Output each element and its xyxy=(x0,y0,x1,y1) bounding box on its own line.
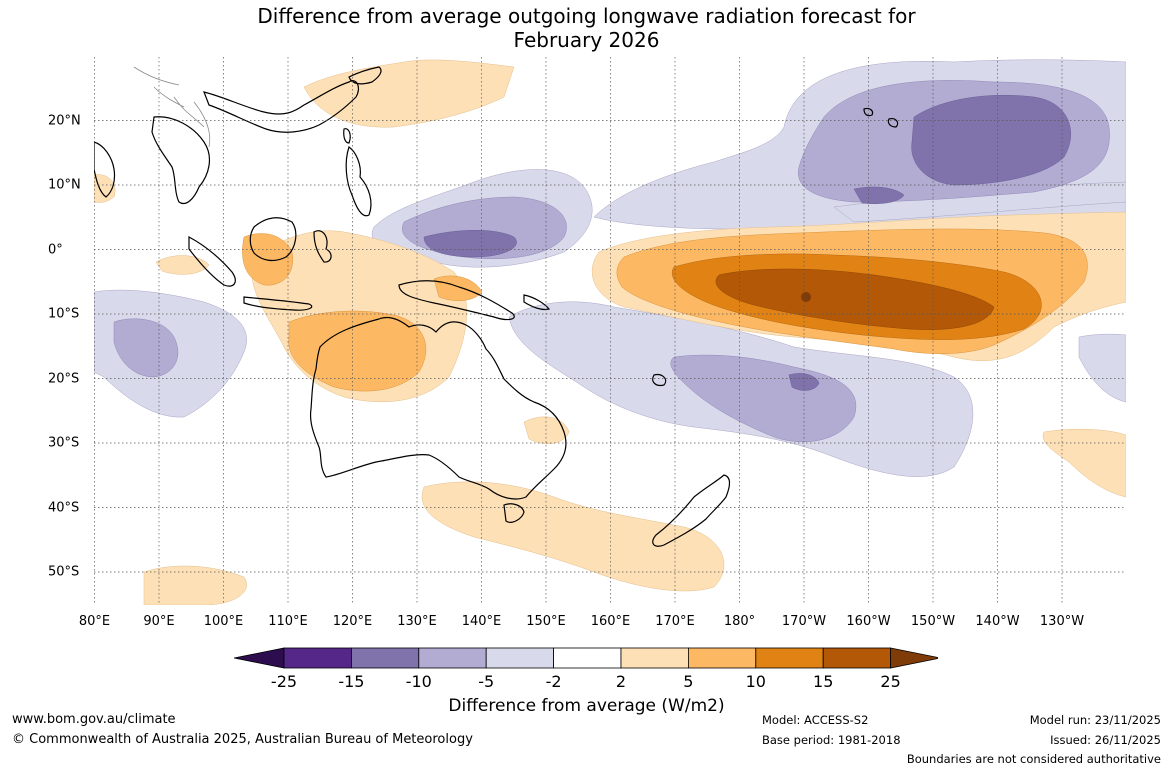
anomaly-region-south-ocean-band xyxy=(421,481,725,592)
longitude-label: 100°E xyxy=(203,614,244,629)
legend-tick-label: -2 xyxy=(545,672,562,691)
map-title: Difference from average outgoing longwav… xyxy=(0,4,1173,52)
footer-model: Model: ACCESS-S2 xyxy=(762,713,869,727)
anomaly-region-north-china-sea xyxy=(303,59,515,128)
legend-tick-label: 5 xyxy=(683,672,694,691)
footer-disclaimer: Boundaries are not considered authoritat… xyxy=(906,752,1161,766)
anomaly-region-north-australia xyxy=(288,310,427,392)
legend-swatch xyxy=(822,647,892,669)
legend-colorbar xyxy=(234,647,938,669)
coastline-new-guinea xyxy=(398,280,515,321)
coastline-tasmania xyxy=(503,503,525,523)
latitude-label: 50°S xyxy=(48,564,80,580)
legend-swatch xyxy=(283,647,352,669)
longitude-label: 110°E xyxy=(268,614,308,629)
legend-extend-high xyxy=(890,647,938,669)
coastline-indochina xyxy=(151,116,211,205)
legend-tick-label: -10 xyxy=(405,672,432,691)
coastline-new-zealand xyxy=(652,474,731,547)
legend-swatch xyxy=(687,647,757,669)
legend-tick-label: 10 xyxy=(745,672,766,691)
anomaly-region-se-pacific-outer xyxy=(1078,333,1126,403)
latitude-label: 0° xyxy=(48,242,63,257)
legend-tick-label: -25 xyxy=(270,672,298,691)
longitude-label: 130°E xyxy=(397,614,437,629)
latitude-label: 30°S xyxy=(48,435,80,451)
footer-base-period: Base period: 1981-2018 xyxy=(762,733,901,747)
coastline-philippines xyxy=(345,146,372,217)
anomaly-region-borneo-warm xyxy=(242,233,294,286)
longitude-label: 180° xyxy=(723,614,756,629)
title-line-2: February 2026 xyxy=(513,28,660,52)
legend-tick-label: 2 xyxy=(615,672,627,691)
longitude-label: 160°E xyxy=(590,614,631,629)
coastline-taiwan xyxy=(343,128,351,144)
anomaly-region-pacific-warm-core xyxy=(715,268,995,330)
latitude-label: 10°N xyxy=(48,177,81,193)
coastline-india-sri-lanka xyxy=(94,141,116,198)
coastline-borneo xyxy=(249,217,297,262)
anomaly-region-indian-ocean-mid xyxy=(113,318,179,378)
coastline-sulawesi xyxy=(313,230,332,263)
longitude-label: 150°E xyxy=(526,614,566,629)
footer-url[interactable]: www.bom.gov.au/climate xyxy=(12,712,176,727)
longitude-label: 80°E xyxy=(78,614,111,629)
coastline-china xyxy=(203,80,360,133)
legend-swatch xyxy=(553,647,622,669)
legend-tick-label: -5 xyxy=(478,672,495,691)
legend-tick-label: 25 xyxy=(880,672,901,691)
anomaly-region-java-sea-patch xyxy=(155,255,210,275)
latitude-label: 20°S xyxy=(48,371,80,386)
coastline-sumatra xyxy=(188,235,236,287)
latitude-label: 40°S xyxy=(48,500,80,515)
footer-copyright: © Commonwealth of Australia 2025, Austra… xyxy=(12,732,473,747)
anomaly-region-new-guinea-warm xyxy=(433,275,483,301)
anomaly-region-tasman-patch xyxy=(523,416,570,444)
footer-model-run: Model run: 23/11/2025 xyxy=(1029,713,1161,727)
border-southeast-asia xyxy=(133,66,211,148)
longitude-label: 90°E xyxy=(143,614,175,629)
anomaly-map xyxy=(94,57,1126,605)
legend-swatch xyxy=(755,647,824,669)
longitude-label: 160°W xyxy=(846,614,891,629)
legend-swatch xyxy=(418,647,487,669)
title-line-1: Difference from average outgoing longwav… xyxy=(257,4,916,28)
anomaly-region-indian-ocean-warm xyxy=(94,174,116,203)
footer-issued: Issued: 26/11/2025 xyxy=(1050,733,1161,747)
anomaly-region-north-pacific-core xyxy=(911,94,1071,186)
anomaly-region-far-south-patch xyxy=(143,565,247,605)
legend-extend-low xyxy=(234,647,285,669)
map-gridlines xyxy=(94,57,1126,605)
longitude-label: 150°W xyxy=(910,614,956,629)
anomaly-peak-dot xyxy=(801,292,811,302)
anomaly-region-north-pacific-patch xyxy=(853,186,905,204)
coastline-java xyxy=(243,296,313,311)
longitude-label: 120°E xyxy=(332,614,373,629)
coastline-fiji xyxy=(652,374,667,387)
legend-swatch xyxy=(351,647,420,669)
anomaly-region-se-warm-patch xyxy=(1042,428,1126,498)
legend-tick-label: -15 xyxy=(338,672,365,691)
longitude-label: 130°W xyxy=(1039,614,1085,629)
legend-swatch xyxy=(620,647,689,669)
longitude-label: 140°W xyxy=(975,614,1020,629)
coastline-australia xyxy=(309,316,567,500)
longitude-label: 170°E xyxy=(655,614,695,629)
legend-swatch xyxy=(485,647,554,669)
coastline-japan xyxy=(348,66,382,85)
longitude-label: 140°E xyxy=(461,614,502,629)
legend-tick-label: 15 xyxy=(813,672,834,691)
longitude-label: 170°W xyxy=(781,614,827,629)
latitude-label: 10°S xyxy=(48,306,80,322)
coastline-hawaii xyxy=(863,107,899,128)
coastline-solomons xyxy=(523,294,551,311)
latitude-label: 20°N xyxy=(48,113,81,128)
legend-label: Difference from average (W/m2) xyxy=(448,696,725,716)
